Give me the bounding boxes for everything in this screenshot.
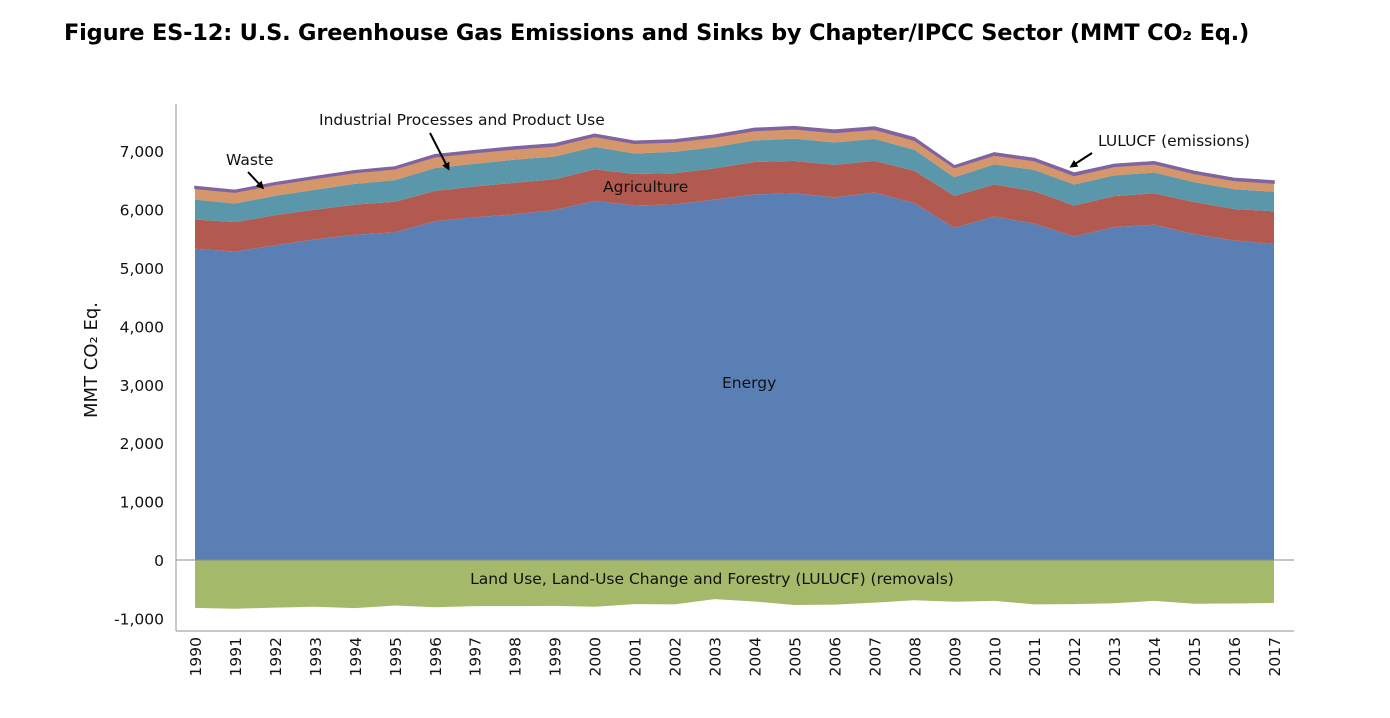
area-lulucf-removals	[195, 560, 1274, 609]
x-tick-label: 2007	[866, 637, 884, 676]
x-tick-label: 2001	[627, 637, 645, 676]
x-tick-label: 1998	[507, 637, 525, 676]
annotation-lulucf-removals: Land Use, Land-Use Change and Forestry (…	[470, 570, 954, 588]
y-tick-label: 3,000	[120, 377, 164, 395]
annotation-energy: Energy	[722, 374, 776, 392]
arrow-icon	[1069, 152, 1093, 168]
x-tick-label: 2016	[1226, 637, 1244, 676]
y-axis-label: MMT CO₂ Eq.	[81, 302, 102, 418]
y-tick-label: 0	[154, 552, 164, 570]
chart-title: Figure ES-12: U.S. Greenhouse Gas Emissi…	[64, 20, 1250, 46]
y-tick-label: 1,000	[120, 494, 164, 512]
x-tick-label: 1994	[347, 637, 365, 676]
x-tick-label: 2010	[986, 637, 1004, 676]
stacked-areas	[194, 125, 1275, 609]
y-tick-label: 6,000	[120, 202, 164, 220]
arrow-icon	[429, 132, 450, 171]
x-tick-label: 2002	[667, 637, 685, 676]
area-energy	[195, 192, 1274, 560]
area-industrial-processes-and-product-use	[195, 138, 1274, 223]
x-tick-label: 2003	[707, 637, 725, 676]
arrow-icon	[247, 171, 265, 190]
x-tick-label: 2006	[826, 637, 844, 676]
x-tick-label: 2014	[1146, 637, 1164, 676]
x-tick-label: 1996	[427, 637, 445, 676]
annotation-lulucf-emissions: LULUCF (emissions)	[1098, 132, 1250, 150]
y-tick-label: 4,000	[120, 318, 164, 336]
x-tick-label: 2008	[906, 637, 924, 676]
y-tick-label: 5,000	[120, 260, 164, 278]
x-tick-label: 2017	[1266, 637, 1284, 676]
annotations: Waste Industrial Processes and Product Us…	[226, 111, 1250, 588]
x-tick-label: 1999	[547, 637, 565, 676]
x-tick-label: 2011	[1026, 637, 1044, 676]
x-tick-label: 2015	[1186, 637, 1204, 676]
x-tick-label: 1993	[307, 637, 325, 676]
x-tick-label: 1997	[467, 637, 485, 676]
x-tick-label: 1992	[267, 637, 285, 676]
x-tick-label: 2013	[1106, 637, 1124, 676]
annotation-waste: Waste	[226, 151, 274, 169]
axes: -1,000 0 1,000 2,000 3,000 4,000 5,000 6,000 7,0…	[114, 104, 1294, 676]
x-tick-label: 1990	[187, 637, 205, 676]
area-waste	[195, 128, 1274, 204]
annotation-ippu: Industrial Processes and Product Use	[319, 111, 605, 129]
x-tick-label: 2005	[786, 637, 804, 676]
x-tick-label: 2000	[587, 637, 605, 676]
x-tick-label: 2004	[746, 637, 764, 676]
y-tick-label: 7,000	[120, 143, 164, 161]
area-lulucf-emissions	[194, 125, 1275, 193]
area-agriculture	[195, 160, 1274, 252]
y-tick-label: -1,000	[114, 610, 164, 628]
x-tick-label: 1995	[387, 637, 405, 676]
annotation-agriculture: Agriculture	[603, 178, 688, 196]
x-tick-label: 1991	[227, 637, 245, 676]
x-tick-label: 2012	[1066, 637, 1084, 676]
x-tick-label: 2009	[946, 637, 964, 676]
y-tick-label: 2,000	[120, 435, 164, 453]
